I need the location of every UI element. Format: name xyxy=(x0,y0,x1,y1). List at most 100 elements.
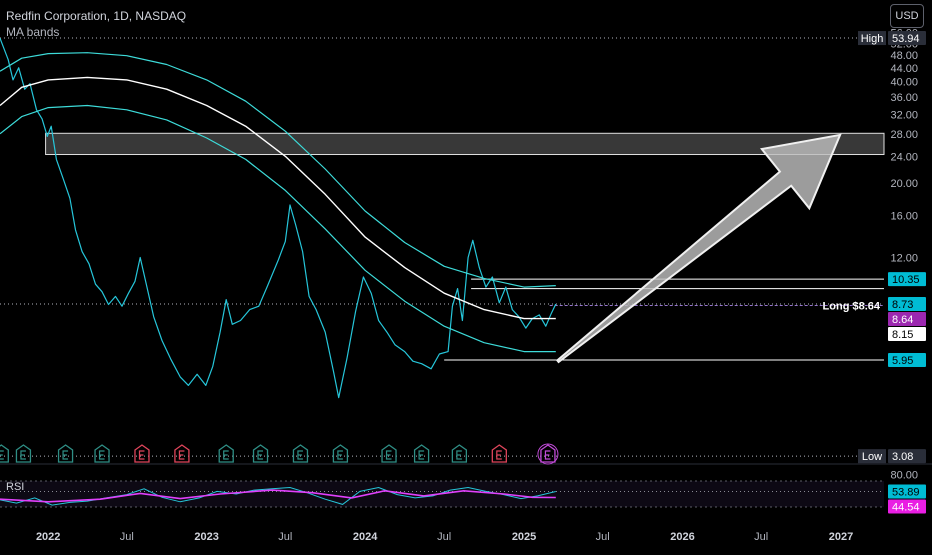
earnings-marker[interactable] xyxy=(174,444,190,463)
x-tick-label: Jul xyxy=(596,531,610,543)
earnings-icon xyxy=(174,444,190,463)
earnings-letter xyxy=(20,450,26,460)
price-badge-4-bg xyxy=(888,327,926,342)
earnings-marker[interactable] xyxy=(15,444,32,463)
earnings-marker[interactable] xyxy=(0,444,9,463)
earnings-icon xyxy=(491,444,507,463)
price-badge-4: 8.15 xyxy=(888,327,926,342)
earnings-icon xyxy=(94,444,110,463)
earnings-letter xyxy=(0,450,4,460)
resistance-zone xyxy=(45,132,885,156)
earnings-letter xyxy=(456,450,462,460)
earnings-marker[interactable] xyxy=(218,444,234,463)
x-tick-label: Jul xyxy=(120,531,134,543)
rsi-badge-1-bg xyxy=(888,499,926,514)
earnings-marker[interactable] xyxy=(57,444,74,463)
forecast-arrow xyxy=(555,133,842,364)
earnings-marker[interactable] xyxy=(252,444,269,463)
rsi-tick-label: 80.00 xyxy=(890,470,918,482)
earnings-marker[interactable] xyxy=(94,444,110,463)
earnings-marker[interactable] xyxy=(451,444,468,463)
price-badge-0-label: High xyxy=(861,33,884,45)
symbol-title: Redfin Corporation, 1D, NASDAQ xyxy=(6,9,187,23)
earnings-letter xyxy=(496,450,502,460)
earnings-icon xyxy=(332,444,349,463)
indicator-name: MA bands xyxy=(6,25,60,39)
currency-button[interactable]: USD xyxy=(890,4,924,28)
price-badge-6: 3.08 Low xyxy=(858,449,926,464)
earnings-icon xyxy=(0,444,9,463)
price-badge-1-value: 10.35 xyxy=(892,274,920,286)
price-badge-2-value: 8.73 xyxy=(892,299,913,311)
earnings-marker[interactable] xyxy=(292,444,309,463)
price-badge-0-value: 53.94 xyxy=(892,33,920,45)
earnings-icon xyxy=(451,444,468,463)
long-position-label: Long $8.64 xyxy=(823,301,881,313)
ma-lower-line xyxy=(0,104,556,353)
y-tick-label: 12.00 xyxy=(890,253,918,265)
earnings-icon xyxy=(218,444,234,463)
y-tick-label: 44.00 xyxy=(890,63,918,75)
price-badge-6-bg xyxy=(888,449,926,464)
y-tick-label: 36.00 xyxy=(890,92,918,104)
price-line xyxy=(0,37,557,399)
x-tick-label: Jul xyxy=(437,531,451,543)
chart-legend: Redfin Corporation, 1D, NASDAQ MA bands xyxy=(6,8,186,40)
y-tick-label: 16.00 xyxy=(890,211,918,223)
rsi-ma-line xyxy=(0,489,556,503)
x-tick-label: 2025 xyxy=(512,531,536,543)
price-badge-6-label-bg xyxy=(858,449,886,464)
price-badge-4-value: 8.15 xyxy=(892,329,913,341)
x-tick-label: 2027 xyxy=(829,531,853,543)
earnings-letter xyxy=(418,450,425,460)
price-badge-1: 10.35 xyxy=(888,272,926,287)
price-badge-0-label-bg xyxy=(858,31,886,46)
earnings-icon xyxy=(134,444,150,463)
rsi-title: RSI xyxy=(6,481,24,493)
earnings-marker[interactable] xyxy=(381,444,397,463)
rsi-badge-0: 53.89 xyxy=(888,484,926,499)
price-badge-0-bg xyxy=(888,31,926,46)
earnings-icon xyxy=(292,444,309,463)
price-badge-5-bg xyxy=(888,352,926,367)
earnings-marker[interactable] xyxy=(537,443,559,465)
earnings-letter xyxy=(297,450,303,460)
earnings-letter xyxy=(178,450,185,460)
x-tick-label: 2022 xyxy=(36,531,60,543)
rsi-badge-0-value: 53.89 xyxy=(892,486,920,498)
earnings-icon xyxy=(15,444,32,463)
earnings-marker[interactable] xyxy=(134,444,150,463)
earnings-letter xyxy=(223,450,229,460)
earnings-marker[interactable] xyxy=(332,444,349,463)
earnings-icon xyxy=(381,444,397,463)
y-tick-label: 24.00 xyxy=(890,151,918,163)
rsi-badge-1: 44.54 xyxy=(888,499,926,514)
price-badge-6-label: Low xyxy=(862,451,882,463)
price-badge-1-bg xyxy=(888,272,926,287)
x-tick-label: 2023 xyxy=(194,531,218,543)
earnings-letter xyxy=(138,450,145,460)
y-tick-label: 28.00 xyxy=(890,129,918,141)
earnings-marker[interactable] xyxy=(491,444,507,463)
price-badge-6-value: 3.08 xyxy=(892,451,913,463)
price-badge-2-bg xyxy=(888,297,926,312)
earnings-letter xyxy=(544,450,551,460)
y-tick-label: 40.00 xyxy=(890,77,918,89)
price-badge-3-value: 8.64 xyxy=(892,314,913,326)
earnings-letter xyxy=(257,450,264,460)
y-tick-label: 48.00 xyxy=(890,50,918,62)
price-badge-5-value: 5.95 xyxy=(892,355,913,367)
ma-middle-line xyxy=(0,76,556,320)
earnings-icon xyxy=(413,444,430,463)
x-tick-label: 2026 xyxy=(670,531,694,543)
price-badge-3: 8.64 xyxy=(888,312,926,327)
earnings-marker[interactable] xyxy=(413,444,430,463)
price-badge-3-bg xyxy=(888,312,926,327)
y-tick-label: 32.00 xyxy=(890,109,918,121)
earnings-marker-ring xyxy=(537,443,559,465)
x-tick-label: Jul xyxy=(278,531,292,543)
earnings-letter xyxy=(62,450,69,460)
earnings-letter xyxy=(337,450,343,460)
